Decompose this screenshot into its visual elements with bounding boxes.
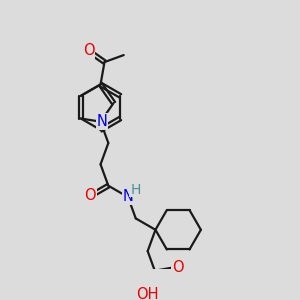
Text: O: O (83, 44, 94, 59)
Text: O: O (84, 188, 96, 203)
Text: H: H (130, 183, 141, 196)
Text: N: N (97, 114, 107, 129)
Text: OH: OH (136, 287, 159, 300)
Text: N: N (123, 189, 134, 204)
Text: O: O (172, 260, 184, 275)
